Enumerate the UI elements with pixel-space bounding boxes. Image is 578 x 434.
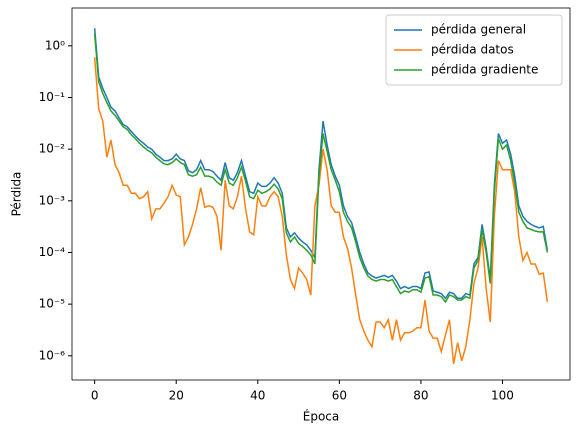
legend-label: pérdida gradiente: [431, 63, 538, 77]
x-tick-label: 20: [169, 389, 184, 403]
y-tick-label: 10⁻¹: [39, 90, 66, 104]
x-tick-label: 0: [91, 389, 99, 403]
y-tick-label: 10⁻³: [39, 193, 66, 207]
x-tick-label: 60: [332, 389, 347, 403]
y-tick-label: 10⁻⁴: [39, 245, 66, 259]
legend-label: pérdida datos: [431, 43, 514, 57]
series-line: [93, 33, 549, 304]
legend-box: [385, 14, 563, 86]
y-axis-label: Pérdida: [10, 172, 24, 217]
y-tick-label: 10⁰: [45, 38, 65, 52]
y-tick-label: 10⁻⁵: [39, 297, 66, 311]
y-tick-label: 10⁻⁶: [39, 348, 66, 362]
x-tick-label: 80: [413, 389, 428, 403]
plot-frame: [71, 7, 571, 381]
x-tick-label: 40: [250, 389, 265, 403]
y-tick-label: 10⁻²: [39, 142, 66, 156]
x-tick-label: 100: [491, 389, 514, 403]
legend-label: pérdida general: [431, 23, 526, 37]
x-axis-label: Época: [303, 409, 340, 424]
series-line: [93, 57, 549, 364]
